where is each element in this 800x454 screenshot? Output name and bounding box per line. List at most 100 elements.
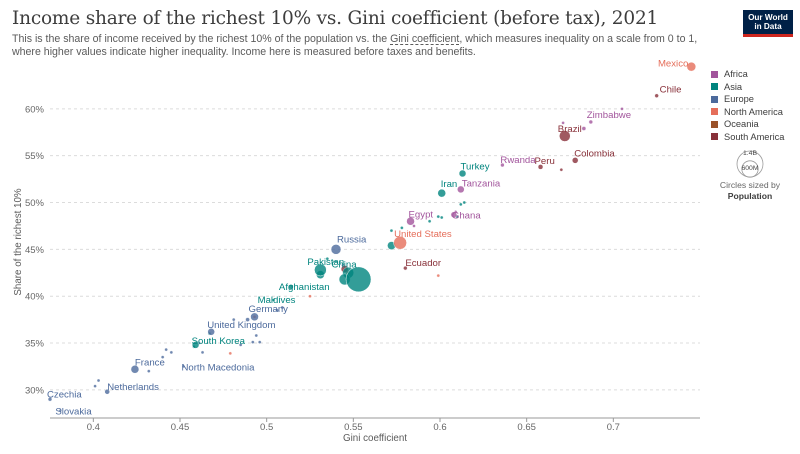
size-legend: 1.4B 600M — [726, 144, 774, 180]
point-label-united-states: United States — [394, 229, 452, 240]
data-point-ecuador[interactable] — [403, 265, 408, 271]
data-point-turkey[interactable] — [458, 169, 467, 178]
size-legend-small-circle — [741, 160, 759, 178]
data-point[interactable] — [275, 308, 279, 312]
data-point[interactable] — [561, 121, 565, 125]
point-label-tanzania: Tanzania — [462, 178, 501, 189]
legend-swatch — [711, 70, 718, 78]
y-tick-label: 40% — [25, 292, 45, 303]
owid-logo[interactable]: Our World in Data — [743, 10, 793, 37]
data-point[interactable] — [325, 257, 329, 261]
data-point-peru[interactable] — [537, 164, 544, 170]
data-point-mexico[interactable] — [686, 61, 697, 72]
point-label-colombia: Colombia — [574, 148, 615, 159]
x-tick-label: 0.5 — [260, 422, 273, 433]
data-point-china[interactable] — [345, 266, 372, 293]
legend-label: South America — [724, 131, 785, 142]
data-point[interactable] — [620, 107, 624, 111]
chart-subtitle: This is the share of income received by … — [12, 33, 702, 59]
point-label-egypt: Egypt — [409, 209, 434, 220]
data-point[interactable] — [258, 340, 262, 344]
y-tick-label: 50% — [25, 198, 45, 209]
data-point[interactable] — [245, 317, 250, 322]
data-point[interactable] — [232, 317, 236, 322]
data-point-zimbabwe[interactable] — [588, 119, 594, 125]
data-point[interactable] — [412, 224, 416, 228]
subtitle-text-1: This is the share of income received by … — [12, 33, 391, 45]
legend-item-south-america[interactable]: South America — [711, 131, 784, 144]
point-label-rwanda: Rwanda — [500, 155, 536, 166]
y-tick-label: 30% — [25, 385, 45, 396]
data-point-colombia[interactable] — [571, 157, 579, 164]
x-tick-label: 0.4 — [87, 422, 100, 433]
data-point[interactable] — [169, 350, 173, 355]
data-point[interactable] — [164, 347, 168, 352]
data-point[interactable] — [280, 305, 284, 310]
legend-label: Asia — [724, 81, 743, 92]
data-point-germany[interactable] — [250, 312, 259, 322]
legend-item-north-america[interactable]: North America — [711, 106, 784, 119]
data-point-chile[interactable] — [654, 93, 659, 98]
data-point-pakistan[interactable] — [314, 263, 327, 277]
x-tick-label: 0.7 — [607, 422, 620, 433]
data-point-slovakia[interactable] — [58, 408, 63, 413]
x-tick-label: 0.45 — [171, 422, 190, 433]
data-point[interactable] — [559, 168, 563, 172]
data-point[interactable] — [200, 350, 205, 355]
data-point-brazil[interactable] — [559, 130, 571, 142]
data-point[interactable] — [93, 384, 97, 388]
data-point-north-macedonia[interactable] — [181, 364, 186, 369]
data-point[interactable] — [427, 219, 432, 223]
data-point-ghana[interactable] — [450, 211, 458, 218]
data-point[interactable] — [436, 273, 440, 278]
gini-coefficient-link[interactable]: Gini coefficient — [390, 33, 460, 45]
point-label-north-macedonia: North Macedonia — [181, 362, 255, 373]
data-point[interactable] — [147, 369, 151, 373]
size-note-variable: Population — [727, 191, 773, 201]
data-point-south-korea[interactable] — [191, 341, 200, 349]
data-point[interactable] — [436, 214, 440, 219]
point-label-czechia: Czechia — [47, 389, 82, 400]
data-point-iran[interactable] — [437, 188, 446, 198]
point-label-germany: Germany — [249, 304, 289, 315]
point-label-china: China — [332, 259, 358, 270]
data-point[interactable] — [440, 215, 444, 220]
data-point[interactable] — [228, 351, 232, 356]
legend-item-africa[interactable]: Africa — [711, 68, 784, 81]
point-label-afghanistan: Afghanistan — [279, 282, 330, 293]
data-point-united-states[interactable] — [393, 236, 407, 250]
point-label-pakistan: Pakistan — [307, 257, 344, 268]
x-axis-label: Gini coefficient — [343, 433, 407, 444]
data-point-tanzania[interactable] — [457, 185, 465, 194]
y-tick-label: 60% — [25, 104, 45, 115]
data-point-afghanistan[interactable] — [288, 284, 294, 290]
data-point[interactable] — [581, 126, 587, 131]
data-point-russia[interactable] — [330, 244, 342, 255]
data-point[interactable] — [308, 294, 312, 298]
legend-item-asia[interactable]: Asia — [711, 81, 784, 94]
data-point-france[interactable] — [130, 365, 140, 374]
point-label-united-kingdom: United Kingdom — [207, 320, 275, 331]
data-point[interactable] — [459, 202, 463, 207]
legend-label: Oceania — [724, 119, 759, 130]
data-point-czechia[interactable] — [47, 397, 53, 402]
point-label-turkey: Turkey — [461, 161, 490, 172]
point-label-brazil: Brazil — [558, 124, 582, 135]
size-legend-big-label: 1.4B — [743, 150, 757, 157]
legend-item-europe[interactable]: Europe — [711, 93, 784, 106]
data-point-netherlands[interactable] — [104, 389, 110, 395]
data-point[interactable] — [161, 355, 165, 359]
x-tick-label: 0.65 — [517, 422, 536, 433]
data-point-united-kingdom[interactable] — [207, 328, 215, 336]
data-point-maldives[interactable] — [271, 298, 276, 302]
data-point[interactable] — [96, 378, 101, 383]
data-point[interactable] — [400, 226, 404, 230]
data-point[interactable] — [462, 200, 466, 205]
data-point[interactable] — [389, 228, 394, 233]
data-point-egypt[interactable] — [406, 217, 415, 226]
data-point[interactable] — [254, 333, 258, 338]
data-point[interactable] — [239, 343, 243, 347]
data-point[interactable] — [251, 340, 255, 344]
data-point-rwanda[interactable] — [500, 162, 505, 168]
legend-item-oceania[interactable]: Oceania — [711, 118, 784, 131]
